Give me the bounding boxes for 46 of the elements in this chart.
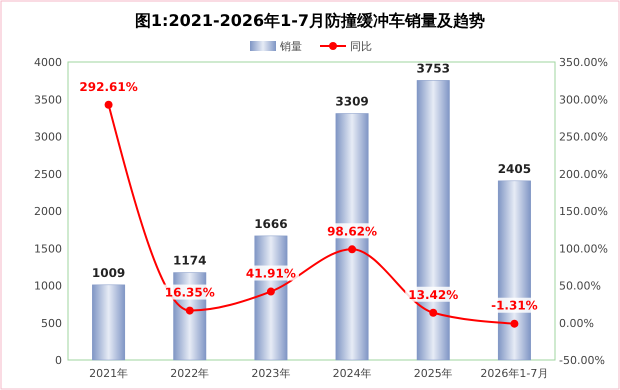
y2-tick-label: 50.00% [559,280,601,292]
point [104,100,113,109]
y-tick-label: 0 [55,354,62,367]
y-tick-label: 2500 [34,168,62,181]
data-label: 98.62% [327,224,378,238]
legend-label: 销量 [279,40,302,53]
data-label: -1.31% [491,298,538,313]
legend-label: 同比 [350,40,372,53]
y-tick-label: 3500 [34,93,62,106]
x-tick-label: 2022年 [170,367,210,380]
data-label: 292.61% [79,80,138,94]
y2-tick-label: 200.00% [559,168,608,181]
data-label: 3309 [335,94,369,108]
y2-tick-label: 250.00% [559,130,608,144]
point [348,245,356,254]
y-tick-label: 4000 [34,56,62,69]
chart-title: 图1:2021-2026年1-7月防撞缓冲车销量及趋势 [134,11,486,30]
point [186,306,194,315]
y2-tick-label: 0.00% [559,316,594,330]
point [429,308,438,317]
data-label: 1174 [173,254,206,268]
x-tick-label: 2023年 [251,367,290,380]
y2-tick-label: 150.00% [559,205,608,218]
y2-tick-label: 350.00% [559,56,608,69]
x-tick-label: 2026年1-7月 [480,367,548,380]
data-label: 13.42% [408,288,458,302]
point [510,320,518,328]
data-label: 1666 [254,216,288,231]
data-label: 41.91% [246,266,296,281]
x-tick-label: 2025年 [414,367,453,380]
point [266,288,275,296]
data-label: 2405 [498,162,532,176]
data-label: 16.35% [164,286,215,300]
y-tick-label: 500 [41,316,62,330]
y2-tick-label: 300.00% [559,93,608,106]
bar [92,284,126,360]
x-tick-label: 2021年 [89,367,128,380]
y-tick-label: 1000 [34,280,62,292]
data-label: 3753 [416,61,450,76]
x-tick-label: 2024年 [332,367,372,380]
data-label: 1009 [92,266,126,280]
y-tick-label: 1500 [34,242,62,256]
y2-tick-label: -50.00% [559,354,605,367]
y-tick-label: 3000 [34,130,62,144]
y-tick-label: 2000 [34,205,62,218]
y2-tick-label: 100.00% [559,242,608,256]
